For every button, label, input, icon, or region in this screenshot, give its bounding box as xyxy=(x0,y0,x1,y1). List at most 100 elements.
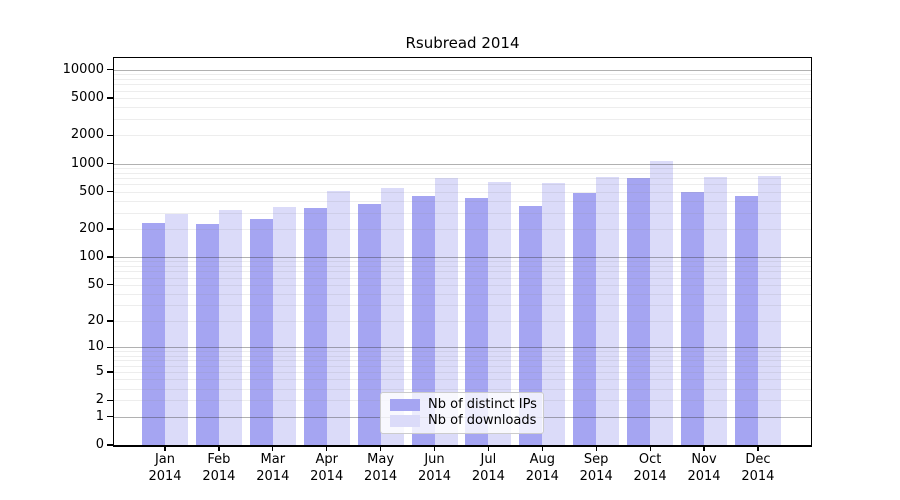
x-tick-feb xyxy=(218,445,220,451)
bar-downloads-jul xyxy=(488,181,512,445)
bar-downloads-feb xyxy=(218,210,242,445)
y-tick-label-1000: 1000 xyxy=(70,155,104,171)
minor-gridline xyxy=(114,351,811,353)
legend-swatch-distinct-ips-icon xyxy=(390,399,420,411)
minor-gridline xyxy=(114,261,811,263)
x-tick-sep xyxy=(595,445,597,451)
bar-downloads-apr xyxy=(326,190,350,445)
y-tick-label-0: 0 xyxy=(95,437,104,452)
bar-downloads-jan xyxy=(165,213,188,445)
legend: Nb of distinct IPs Nb of downloads xyxy=(380,392,544,434)
y-tick-label-5: 5 xyxy=(95,364,104,379)
major-gridline xyxy=(114,69,811,71)
year-label: 2014 xyxy=(417,468,452,484)
x-tick-dec xyxy=(757,445,759,451)
minor-gridline xyxy=(114,84,811,86)
minor-gridline xyxy=(114,118,811,120)
x-tick-label-dec: Dec 2014 xyxy=(731,452,785,485)
y-tick-2000 xyxy=(106,134,113,136)
top-spine xyxy=(112,56,813,58)
y-tick-10 xyxy=(106,346,113,348)
minor-gridline xyxy=(114,284,811,286)
legend-item-downloads: Nb of downloads xyxy=(390,414,536,428)
bar-distinct-ips-apr xyxy=(303,207,327,445)
minor-gridline xyxy=(114,74,811,76)
minor-gridline xyxy=(114,200,811,202)
minor-gridline xyxy=(114,90,811,92)
y-tick-label-200: 200 xyxy=(79,221,104,236)
minor-gridline xyxy=(114,178,811,180)
right-spine xyxy=(811,56,813,447)
minor-gridline xyxy=(114,355,811,357)
year-label: 2014 xyxy=(202,468,236,484)
x-tick-oct xyxy=(649,445,651,451)
y-tick-2 xyxy=(106,399,113,401)
x-tick-label-oct: Oct 2014 xyxy=(623,452,677,485)
x-axis-line xyxy=(112,445,813,447)
y-tick-0 xyxy=(106,444,113,446)
y-tick-label-2000: 2000 xyxy=(70,127,104,143)
minor-gridline xyxy=(114,365,811,367)
minor-gridline xyxy=(114,277,811,279)
month-label: Feb xyxy=(207,452,231,467)
year-label: 2014 xyxy=(633,468,667,484)
y-tick-label-5000: 5000 xyxy=(70,90,104,105)
x-tick-label-feb: Feb 2014 xyxy=(192,452,246,485)
y-tick-50 xyxy=(106,284,113,286)
month-label: Mar xyxy=(260,452,286,467)
minor-gridline xyxy=(114,305,811,307)
legend-label-distinct-ips: Nb of distinct IPs xyxy=(428,397,537,412)
x-tick-label-aug: Aug 2014 xyxy=(515,452,569,485)
minor-gridline xyxy=(114,184,811,186)
minor-gridline xyxy=(114,229,811,230)
minor-gridline xyxy=(114,78,811,80)
major-gridline xyxy=(114,163,811,165)
major-gridline xyxy=(114,347,811,349)
minor-gridline xyxy=(114,321,811,322)
bar-distinct-ips-feb xyxy=(195,223,219,445)
y-tick-label-1: 1 xyxy=(95,408,104,424)
legend-swatch-downloads-icon xyxy=(390,415,420,427)
month-label: Sep xyxy=(583,452,609,467)
bar-downloads-mar xyxy=(272,207,296,445)
minor-gridline xyxy=(114,360,811,362)
y-tick-100 xyxy=(106,256,113,258)
year-label: 2014 xyxy=(364,468,398,484)
bar-distinct-ips-oct xyxy=(627,178,651,445)
minor-gridline xyxy=(114,167,811,169)
year-label: 2014 xyxy=(256,468,290,484)
bar-downloads-oct xyxy=(650,161,674,445)
y-tick-200 xyxy=(106,228,113,230)
x-tick-label-sep: Sep 2014 xyxy=(569,452,623,485)
minor-gridline xyxy=(114,372,811,373)
legend-item-distinct-ips: Nb of distinct IPs xyxy=(390,397,537,412)
y-tick-1000 xyxy=(106,163,113,165)
x-tick-label-jan: Jan 2014 xyxy=(138,452,192,485)
x-tick-label-jul: Jul 2014 xyxy=(461,452,515,485)
minor-gridline xyxy=(114,135,811,137)
month-label: Apr xyxy=(315,452,338,467)
year-label: 2014 xyxy=(525,468,559,484)
minor-gridline xyxy=(114,388,811,390)
x-tick-label-may: May 2014 xyxy=(354,452,408,485)
month-label: Aug xyxy=(529,452,555,467)
minor-gridline xyxy=(114,293,811,295)
chart-title: Rsubread 2014 xyxy=(405,34,520,52)
bar-distinct-ips-dec xyxy=(734,196,758,445)
y-tick-1 xyxy=(106,416,113,418)
year-label: 2014 xyxy=(741,468,775,484)
month-label: Dec xyxy=(745,452,771,467)
bar-downloads-dec xyxy=(757,175,781,445)
y-tick-label-2: 2 xyxy=(95,392,104,408)
month-label: Nov xyxy=(691,452,717,467)
minor-gridline xyxy=(114,266,811,267)
bar-downloads-aug xyxy=(542,183,566,445)
x-tick-label-jun: Jun 2014 xyxy=(408,452,462,485)
month-label: Jul xyxy=(480,452,497,467)
minor-gridline xyxy=(114,172,811,174)
x-tick-jun xyxy=(433,445,436,451)
bar-downloads-may xyxy=(380,188,404,445)
minor-gridline xyxy=(114,271,811,273)
x-tick-apr xyxy=(326,445,328,451)
